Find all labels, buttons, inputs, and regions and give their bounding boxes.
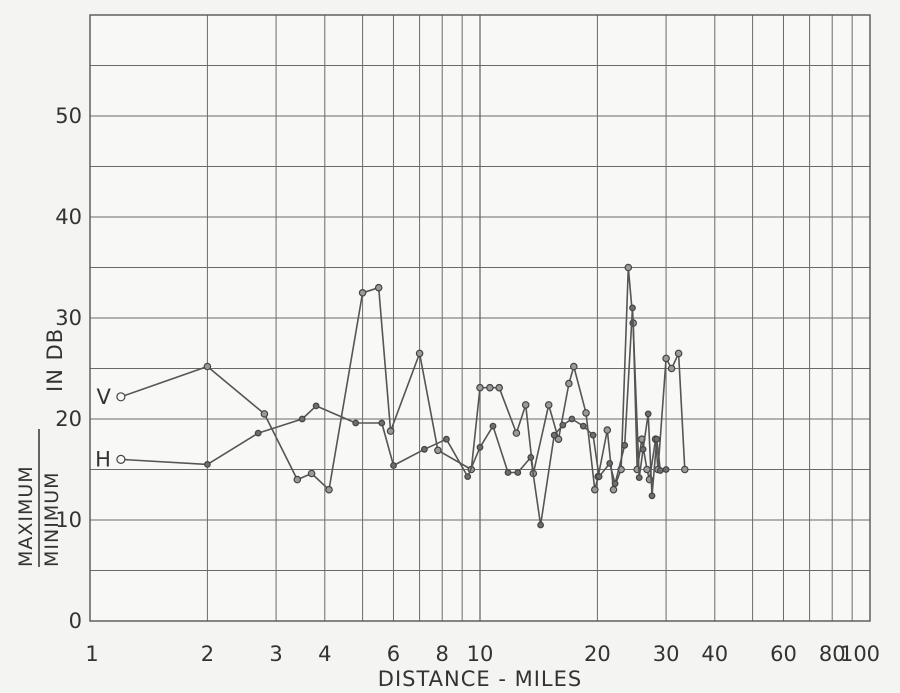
data-point-H: [527, 454, 535, 461]
series-label-V: V: [97, 385, 112, 409]
data-point-H: [656, 467, 664, 474]
data-point-V: [554, 435, 563, 444]
data-point-H: [537, 521, 544, 529]
data-point-H: [312, 402, 320, 410]
data-point-V: [293, 475, 302, 484]
data-point-V: [609, 485, 618, 494]
x-tick-label: 60: [770, 642, 797, 666]
data-point-H: [644, 410, 652, 418]
x-tick-label: 4: [318, 642, 331, 666]
x-axis-label: DISTANCE - MILES: [378, 667, 582, 691]
y-tick-label: 30: [55, 306, 82, 330]
x-tick-label: 40: [701, 642, 728, 666]
data-point-V: [512, 429, 521, 437]
data-point-H: [464, 473, 472, 481]
data-point-V: [667, 364, 676, 373]
y-tick-labels: 0 10 20 30 40 50: [55, 104, 82, 633]
data-point-V: [565, 379, 573, 388]
data-point-H: [635, 474, 643, 482]
data-point-H: [116, 454, 126, 464]
x-tick-label: 8: [436, 642, 449, 666]
data-point-H: [611, 480, 619, 488]
data-point-H: [352, 419, 360, 427]
data-point-V: [203, 362, 212, 371]
data-point-V: [358, 288, 367, 297]
data-point-H: [298, 415, 306, 423]
data-point-H: [589, 431, 597, 439]
data-point-V: [434, 446, 442, 455]
data-point-V: [590, 485, 599, 494]
data-point-V: [116, 392, 126, 402]
data-point-V: [569, 362, 578, 371]
x-tick-label: 30: [653, 642, 680, 666]
data-point-H: [489, 422, 497, 430]
x-tick-label: 100: [840, 642, 880, 666]
data-point-H: [559, 421, 567, 429]
data-point-H: [443, 435, 450, 443]
data-point-H: [378, 419, 386, 427]
data-point-H: [568, 415, 576, 423]
data-point-V: [624, 263, 633, 272]
x-tick-label: 10: [467, 642, 494, 666]
data-point-V: [674, 349, 683, 358]
series-label-H: H: [95, 447, 111, 471]
data-point-H: [421, 445, 428, 453]
x-tick-label: 20: [584, 642, 611, 666]
data-point-V: [374, 283, 383, 292]
data-point-H: [514, 469, 522, 476]
x-tick-label: 3: [269, 642, 282, 666]
y-axis-label-numerator: MAXIMUM: [15, 465, 37, 567]
series-layer: [116, 263, 689, 529]
data-point-H: [476, 443, 484, 451]
y-tick-label: 20: [55, 407, 82, 431]
data-point-H: [606, 460, 614, 467]
data-point-V: [582, 409, 590, 417]
data-point-H: [254, 429, 262, 437]
data-point-H: [203, 461, 211, 468]
data-point-V: [486, 383, 494, 392]
data-point-H: [653, 435, 661, 443]
series-line-V: [120, 266, 686, 491]
plot-frame: [89, 14, 871, 622]
data-point-V: [662, 354, 670, 363]
y-axis-label-denominator: MINIMUM: [41, 471, 63, 567]
series-labels: VH: [95, 385, 111, 472]
data-point-H: [639, 445, 647, 453]
data-point-V: [476, 383, 484, 392]
data-point-V: [325, 485, 333, 494]
y-tick-label: 0: [69, 609, 82, 633]
series-line-H: [120, 307, 667, 526]
y-axis-label: MAXIMUM MINIMUM IN DB: [15, 328, 67, 567]
grid: [90, 15, 870, 621]
x-tick-label: 2: [201, 642, 214, 666]
data-point-H: [621, 441, 629, 449]
data-point-V: [643, 465, 651, 474]
x-tick-label: 6: [387, 642, 400, 666]
data-point-V: [307, 469, 316, 478]
x-tick-label: 1: [85, 642, 98, 666]
data-point-H: [595, 473, 603, 481]
data-point-V: [260, 410, 269, 418]
data-point-H: [504, 469, 512, 476]
data-point-H: [579, 422, 587, 430]
data-point-H: [648, 492, 656, 500]
data-point-H: [390, 462, 397, 469]
data-point-V: [544, 401, 553, 409]
data-point-V: [680, 465, 689, 474]
data-point-V: [603, 426, 612, 434]
data-point-H: [662, 466, 670, 473]
x-tick-label: 80: [819, 642, 846, 666]
data-point-V: [521, 401, 530, 409]
data-point-V: [386, 427, 395, 435]
y-axis-label-unit: IN DB: [43, 328, 67, 392]
data-point-V: [495, 383, 504, 392]
y-tick-label: 10: [55, 508, 82, 532]
data-point-H: [629, 304, 636, 312]
data-point-V: [415, 349, 424, 358]
data-point-H: [550, 431, 558, 439]
y-tick-label: 50: [55, 104, 82, 128]
y-tick-label: 40: [55, 205, 82, 229]
